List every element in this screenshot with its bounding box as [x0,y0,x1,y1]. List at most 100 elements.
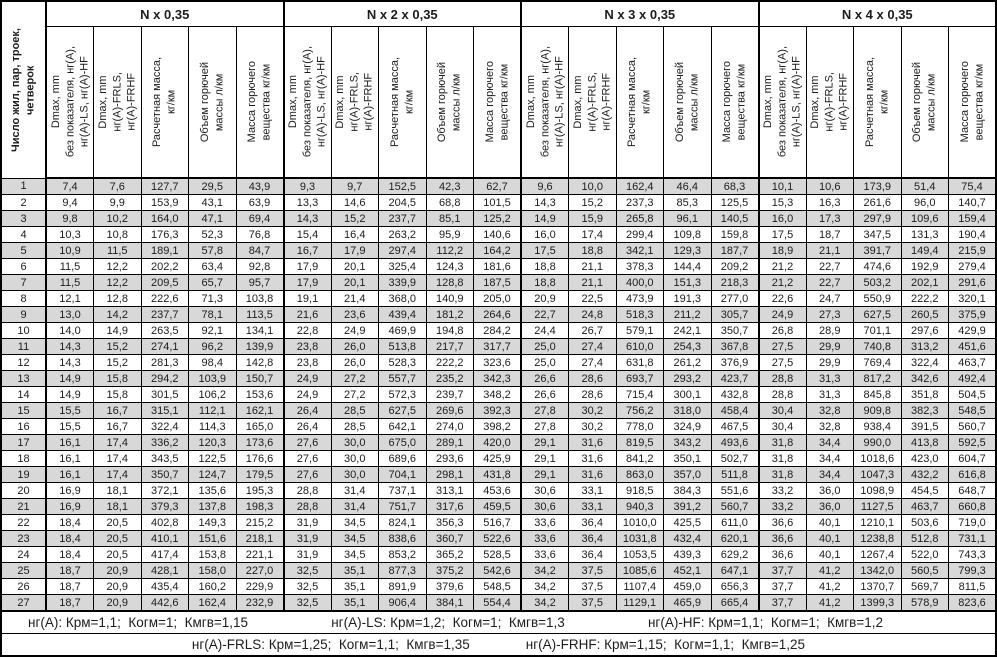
column-header: Dmax, mm нг(А)-FRLS, нг(А)-FRHF [568,26,617,179]
table-cell: 528,3 [378,354,427,371]
table-cell: 129,3 [663,242,712,259]
table-cell: 17,4 [93,450,142,467]
column-header: Dmax, mm нг(А)-FRLS, нг(А)-FRHF [93,26,142,179]
table-cell: 10,0 [568,177,617,195]
table-cell: 29,1 [520,450,569,467]
table-cell: 235,2 [425,370,474,387]
table-cell: 305,7 [710,306,759,323]
table-cell: 75,4 [948,177,997,195]
table-cell: 22,6 [757,290,807,307]
table-cell: 357,0 [663,466,712,483]
table-cell: 16,7 [93,402,142,419]
table-cell: 15,3 [757,194,807,211]
column-header: Dmax, mm нг(А)-FRLS, нг(А)-FRHF [330,26,379,179]
table-cell: 34,5 [330,530,379,547]
table-cell: 511,8 [710,466,759,483]
table-cell: 22,7 [805,274,854,291]
table-cell: 34,4 [805,466,854,483]
table-cell: 15,2 [568,194,617,211]
table-cell: 26,6 [520,386,569,403]
column-header-wrap: Dmax, mm без показателя, нг(А), нг(А)-LS… [760,28,806,176]
row-number: 5 [0,242,47,259]
table-cell: 176,3 [140,226,189,243]
table-cell: 162,4 [188,594,237,612]
table-row: 22 18,4 20,5 402,8 149,3 215,2 31,9 34,5 824,1 35… [0,514,997,531]
table-cell: 263,5 [140,322,189,339]
table-cell: 9,9 [93,194,142,211]
table-cell: 432,4 [663,530,712,547]
column-header-wrap: Dmax, mm без показателя, нг(А), нг(А)-LS… [285,28,331,176]
table-row: 21 16,9 18,1 379,3 137,8 198,3 28,8 31,4 751,7 31… [0,498,997,515]
row-number: 23 [0,530,47,547]
table-cell: 17,9 [282,274,332,291]
table-cell: 16,0 [520,226,569,243]
table-cell: 18,8 [520,274,569,291]
table-cell: 18,7 [45,594,94,612]
table-row: 8 12,1 12,8 222,6 71,3 103,8 19,1 21,4 368,0 140,… [0,290,997,307]
table-cell: 384,3 [663,482,712,499]
footnote-ng-a-hf: нг(А)-HF: Крм=1,1; Когм=1; Кмгв=1,2 [647,615,883,630]
table-cell: 36,0 [805,482,854,499]
row-number: 6 [0,258,47,275]
table-cell: 715,4 [615,386,664,403]
table-cell: 379,3 [140,498,189,515]
table-cell: 648,7 [948,482,997,499]
table-cell: 164,0 [140,210,189,227]
table-cell: 10,9 [45,242,94,259]
row-number: 25 [0,562,47,579]
table-cell: 347,5 [853,226,902,243]
table-cell: 578,9 [900,594,949,612]
column-header-label: Расчетная масса, кг/км [626,56,653,148]
row-number: 4 [0,226,47,243]
table-cell: 32,8 [805,418,854,435]
table-cell: 68,8 [425,194,474,211]
table-cell: 11,5 [93,242,142,259]
group-header-row: Число жил, пар, троек, четверок N x 0,35… [0,0,997,179]
table-cell: 35,1 [330,594,379,612]
table-cell: 15,2 [93,354,142,371]
table-cell: 665,4 [710,594,759,612]
table-cell: 391,7 [853,242,902,259]
table-cell: 192,9 [900,258,949,275]
table-cell: 181,6 [473,258,522,275]
table-cell: 41,2 [805,594,854,612]
footnote-row-2: нг(А)-FRLS: Крм=1,25; Когм=1,1; Кмгв=1,3… [0,633,997,657]
table-cell: 25,0 [520,354,569,371]
table-cell: 579,1 [615,322,664,339]
table-cell: 30,6 [520,482,569,499]
footnote-line-2: нг(А)-FRLS: Крм=1,25; Когм=1,1; Кмгв=1,3… [2,637,995,652]
table-cell: 24,8 [568,306,617,323]
table-cell: 36,4 [568,546,617,563]
table-cell: 26,6 [520,370,569,387]
table-row: 24 18,4 20,5 417,4 153,8 221,1 31,9 34,5 853,2 36… [0,546,997,563]
table-cell: 379,6 [425,578,474,595]
table-cell: 909,8 [853,402,902,419]
table-cell: 432,8 [710,386,759,403]
table-cell: 139,9 [235,338,284,355]
table-row: 25 18,7 20,9 428,1 158,0 227,0 32,5 35,1 877,3 37… [0,562,997,579]
footnote-ng-a-frls: нг(А)-FRLS: Крм=1,25; Когм=1,1; Кмгв=1,3… [191,637,470,652]
table-cell: 28,8 [757,370,807,387]
table-cell: 21,1 [568,274,617,291]
table-cell: 103,9 [188,370,237,387]
table-cell: 124,7 [188,466,237,483]
footnote-ng-a-frhf: нг(А)-FRHF: Крм=1,15; Когм=1,1; Кмгв=1,2… [525,637,806,652]
table-cell: 627,5 [378,402,427,419]
table-cell: 522,0 [900,546,949,563]
table-cell: 293,6 [425,450,474,467]
table-cell: 315,1 [140,402,189,419]
table-cell: 442,6 [140,594,189,612]
table-cell: 675,0 [378,434,427,451]
table-cell: 65,7 [188,274,237,291]
table-cell: 518,3 [615,306,664,323]
table-cell: 222,6 [140,290,189,307]
table-cell: 10,2 [93,210,142,227]
row-number: 27 [0,594,47,612]
table-cell: 28,6 [568,370,617,387]
column-header-label: Масса горючего вещества кг/км [721,61,748,143]
table-cell: 31,3 [805,386,854,403]
table-cell: 301,5 [140,386,189,403]
table-cell: 30,2 [568,402,617,419]
table-cell: 16,7 [93,418,142,435]
